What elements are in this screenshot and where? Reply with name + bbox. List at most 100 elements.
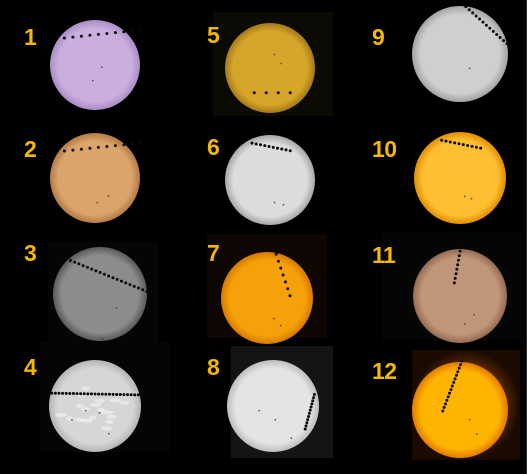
transit-dot bbox=[464, 5, 468, 9]
transit-dot bbox=[449, 388, 453, 392]
transit-dot bbox=[130, 29, 134, 33]
sunspot bbox=[107, 195, 110, 197]
transit-dot bbox=[455, 267, 459, 271]
sun-disk bbox=[227, 360, 319, 452]
transit-dot bbox=[277, 259, 280, 263]
panel-number-label: 9 bbox=[372, 24, 385, 50]
sunspot bbox=[290, 437, 293, 440]
panel-number-label: 1 bbox=[24, 24, 37, 50]
transit-dot bbox=[484, 23, 488, 27]
transit-dot bbox=[310, 402, 314, 406]
transit-dot bbox=[53, 391, 57, 395]
transit-dot bbox=[454, 272, 458, 276]
transit-dot bbox=[471, 11, 475, 15]
sun-disk-image-8 bbox=[227, 346, 333, 458]
transit-dot bbox=[454, 373, 458, 377]
transit-dot bbox=[96, 32, 100, 36]
transit-panel-9: 9 bbox=[372, 2, 522, 118]
sun-disk bbox=[53, 247, 147, 341]
transit-dot bbox=[90, 267, 94, 271]
transit-dot bbox=[139, 28, 143, 32]
transit-dot bbox=[125, 393, 129, 397]
transit-dot bbox=[115, 277, 119, 281]
transit-dot bbox=[505, 42, 509, 46]
sunspot bbox=[101, 337, 104, 340]
transit-dot bbox=[149, 291, 153, 295]
transit-dot bbox=[118, 393, 122, 397]
sunspot bbox=[468, 418, 471, 421]
transit-dot bbox=[254, 142, 258, 146]
facula-patch bbox=[88, 415, 97, 420]
transit-panel-10: 10 bbox=[372, 118, 522, 228]
transit-dot bbox=[276, 91, 280, 95]
sunspot bbox=[473, 313, 475, 316]
facula-patch bbox=[76, 403, 85, 408]
sun-disk-image-7 bbox=[207, 234, 327, 344]
transit-dot bbox=[102, 272, 106, 276]
sun-disk-image-11 bbox=[382, 232, 522, 343]
transit-dot bbox=[453, 141, 457, 145]
transit-dot bbox=[105, 32, 109, 35]
sunspot bbox=[273, 201, 276, 204]
facula-patch bbox=[80, 407, 91, 412]
transit-dot bbox=[456, 263, 460, 267]
panel-number-label: 3 bbox=[24, 240, 37, 266]
transit-dot bbox=[94, 269, 98, 273]
transit-dot bbox=[267, 145, 271, 148]
transit-dot bbox=[445, 398, 449, 402]
transit-dot bbox=[119, 279, 123, 283]
transit-dot bbox=[124, 281, 128, 285]
transit-dot bbox=[129, 393, 133, 397]
sunspot bbox=[258, 409, 261, 412]
transit-dot bbox=[57, 391, 61, 395]
transit-panel-11: 11 bbox=[372, 228, 522, 343]
transit-panel-2: 2 bbox=[18, 118, 158, 228]
transit-dot bbox=[284, 148, 288, 152]
sunspot bbox=[470, 197, 473, 200]
transit-dot bbox=[104, 392, 108, 396]
sunspot bbox=[273, 53, 276, 56]
sunspot bbox=[279, 324, 282, 327]
facula-patch bbox=[80, 418, 93, 423]
transit-dot bbox=[259, 143, 262, 147]
transit-dot bbox=[132, 284, 136, 288]
transit-dot bbox=[64, 391, 68, 395]
facula-patch bbox=[101, 410, 114, 415]
transit-dot bbox=[279, 266, 283, 270]
transit-dot bbox=[459, 363, 463, 367]
transit-panel-4: 4 bbox=[18, 340, 170, 452]
sun-disk-image-6 bbox=[225, 135, 315, 225]
transit-dot bbox=[62, 36, 66, 40]
transit-dot bbox=[311, 399, 315, 403]
transit-dot bbox=[276, 146, 279, 150]
panel-number-label: 2 bbox=[24, 136, 37, 162]
transit-dot bbox=[136, 286, 140, 290]
transit-dot bbox=[288, 294, 292, 298]
sun-disk bbox=[413, 249, 507, 343]
sun-disk bbox=[49, 360, 141, 452]
sunspot bbox=[115, 307, 118, 309]
transit-dot bbox=[141, 288, 145, 292]
transit-dot bbox=[264, 91, 268, 95]
sunspot bbox=[96, 201, 99, 204]
transit-dot bbox=[250, 141, 254, 145]
transit-dot bbox=[283, 280, 287, 284]
transit-dot bbox=[502, 39, 506, 43]
sun-disk-image-1 bbox=[50, 20, 143, 110]
transit-dot bbox=[508, 45, 512, 49]
facula-patch bbox=[105, 419, 114, 424]
transit-panel-3: 3 bbox=[18, 228, 158, 346]
sunspot bbox=[100, 66, 103, 69]
facula-patch bbox=[100, 426, 113, 431]
sunspot bbox=[91, 79, 94, 82]
transit-dot bbox=[86, 392, 90, 396]
transit-dot bbox=[88, 146, 92, 150]
transit-dot bbox=[271, 145, 275, 149]
transit-dot bbox=[139, 141, 143, 145]
transit-dot bbox=[252, 91, 256, 95]
transit-dot bbox=[75, 392, 79, 396]
sun-disk-image-4 bbox=[40, 342, 170, 452]
transit-dot bbox=[88, 33, 92, 37]
sunspot bbox=[475, 433, 478, 435]
transit-dot bbox=[467, 8, 471, 12]
